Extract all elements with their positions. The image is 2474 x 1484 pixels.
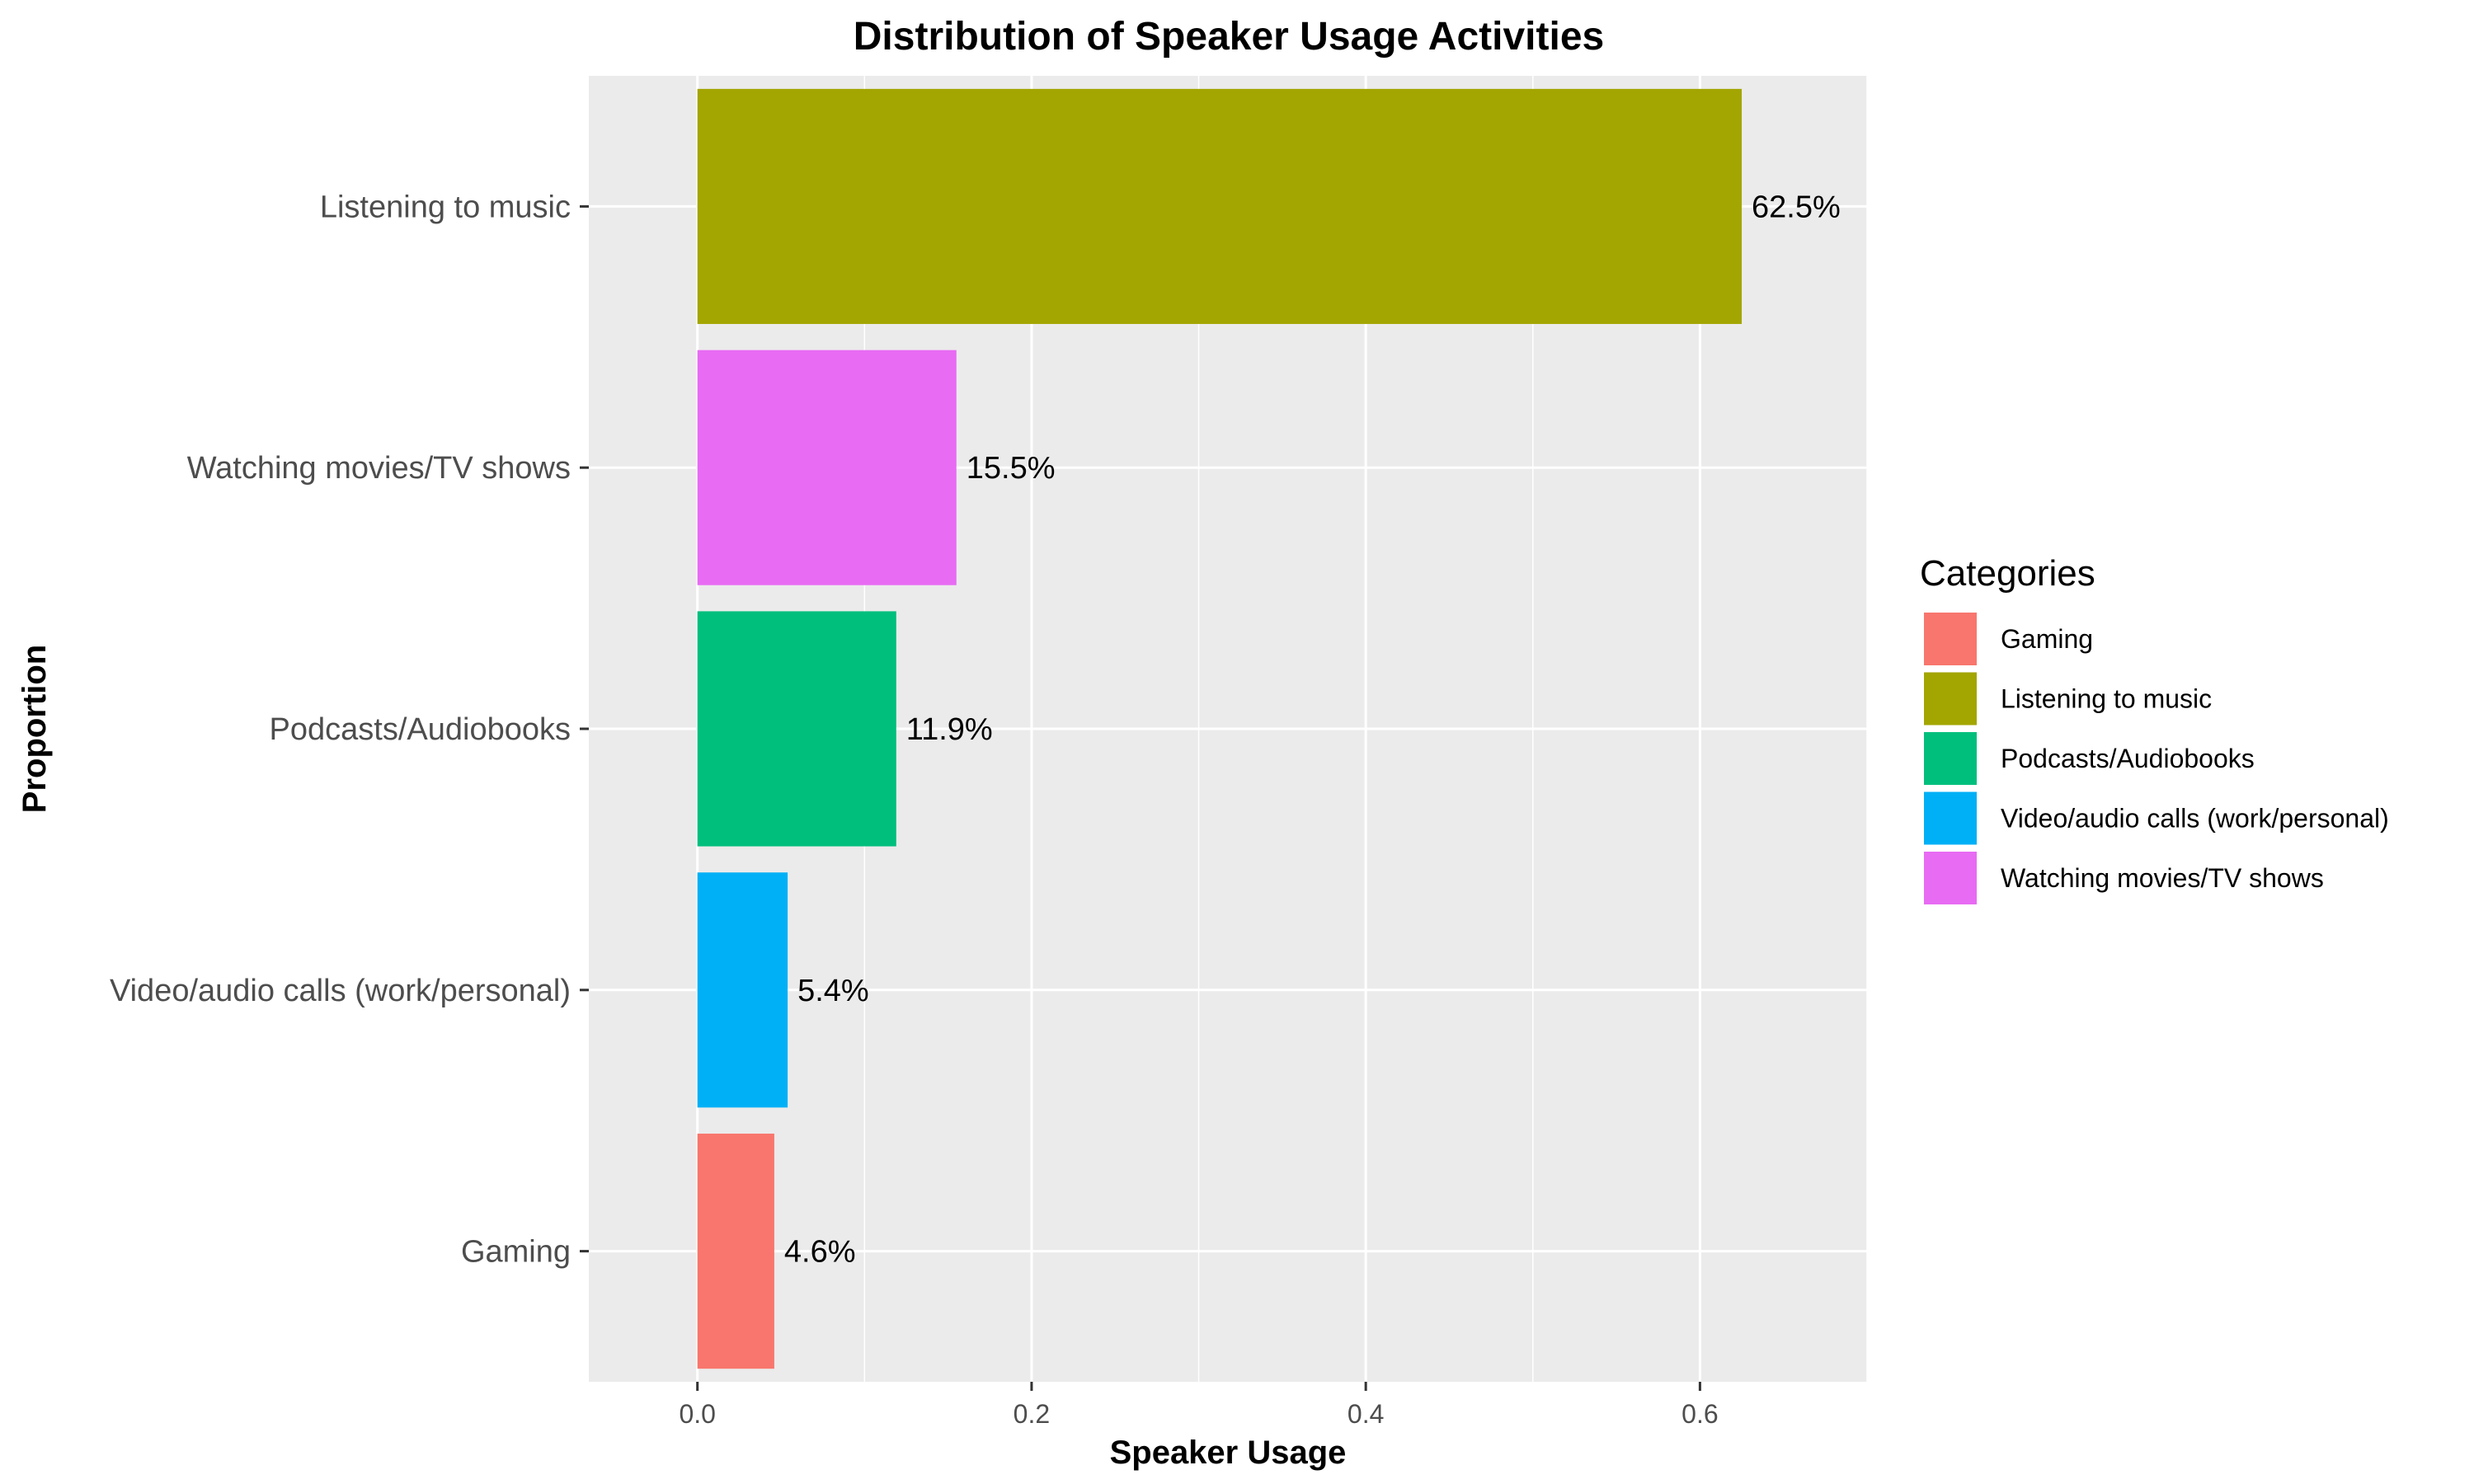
- category-label: Video/audio calls (work/personal): [110, 974, 571, 1008]
- legend-label: Podcasts/Audiobooks: [2001, 744, 2255, 773]
- legend-label: Listening to music: [2001, 684, 2212, 714]
- x-axis-title: Speaker Usage: [1110, 1435, 1347, 1471]
- y-axis: Listening to music Watching movies/TV sho…: [110, 190, 589, 1270]
- chart-title: Distribution of Speaker Usage Activities: [854, 15, 1604, 59]
- x-tick-label: 0.2: [1014, 1399, 1050, 1429]
- category-label: Gaming: [461, 1235, 571, 1270]
- bar: [697, 88, 1743, 324]
- legend-title: Categories: [1920, 553, 2095, 594]
- x-axis: 0.0 0.2 0.4 0.6: [679, 1382, 1719, 1429]
- bar: [697, 611, 896, 847]
- category-label: Watching movies/TV shows: [187, 451, 571, 486]
- legend-swatch: [1922, 611, 1978, 667]
- data-labels: 62.5% 15.5% 11.9% 5.4% 4.6%: [784, 190, 1841, 1269]
- category-label: Podcasts/Audiobooks: [270, 712, 571, 747]
- legend-items: Gaming Listening to music Podcasts/Audiobo…: [1922, 611, 2389, 906]
- bars: [697, 88, 1743, 1369]
- legend-swatch: [1922, 790, 1978, 847]
- bar: [697, 1134, 774, 1369]
- y-axis-title: Proportion: [16, 645, 53, 813]
- legend: Categories Gaming Listening to music Podca…: [1920, 553, 2389, 906]
- legend-label: Video/audio calls (work/personal): [2001, 804, 2389, 834]
- data-label: 62.5%: [1752, 190, 1841, 224]
- data-label: 4.6%: [784, 1235, 856, 1270]
- data-label: 5.4%: [797, 974, 869, 1008]
- bar: [697, 872, 788, 1108]
- legend-swatch: [1922, 670, 1978, 727]
- legend-swatch: [1922, 850, 1978, 906]
- legend-label: Watching movies/TV shows: [2001, 863, 2324, 893]
- category-label: Listening to music: [320, 190, 571, 224]
- x-tick-label: 0.6: [1681, 1399, 1718, 1429]
- x-tick-label: 0.4: [1348, 1399, 1384, 1429]
- x-tick-label: 0.0: [679, 1399, 715, 1429]
- legend-swatch: [1922, 730, 1978, 787]
- bar: [697, 350, 957, 585]
- data-label: 11.9%: [906, 712, 993, 747]
- data-label: 15.5%: [967, 451, 1056, 486]
- legend-label: Gaming: [2001, 624, 2093, 654]
